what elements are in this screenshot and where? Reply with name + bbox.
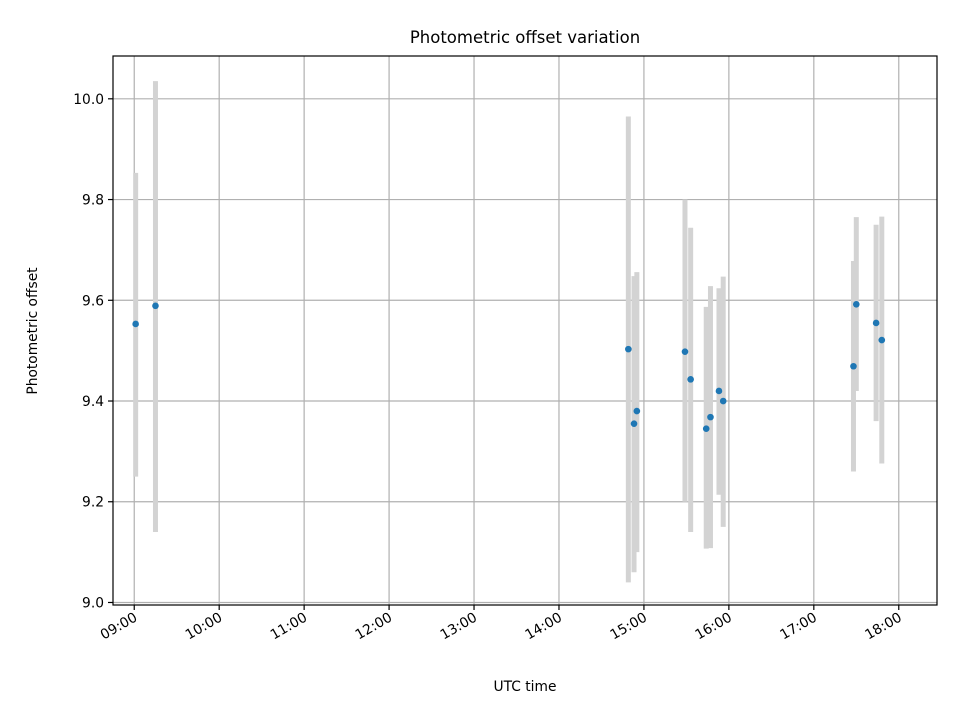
data-point xyxy=(681,348,689,355)
data-point xyxy=(132,320,139,328)
data-point xyxy=(625,345,632,353)
chart-title: Photometric offset variation xyxy=(410,28,640,47)
data-point xyxy=(687,376,694,383)
y-tick-label: 9.6 xyxy=(82,293,104,309)
plot-frame xyxy=(112,55,938,606)
y-tick-label: 9.0 xyxy=(82,595,104,611)
data-point xyxy=(707,413,714,421)
data-point xyxy=(852,301,860,308)
data-point xyxy=(872,319,880,327)
y-tick-label: 9.2 xyxy=(82,495,104,511)
data-point xyxy=(633,407,641,415)
data-point xyxy=(715,387,723,395)
data-point xyxy=(719,397,727,405)
y-tick-label: 10.0 xyxy=(73,92,104,108)
point-layer xyxy=(132,301,886,433)
grid-layer xyxy=(113,56,937,605)
y-tick-label: 9.4 xyxy=(82,394,104,410)
y-tick-label: 9.8 xyxy=(82,193,104,209)
data-point xyxy=(630,420,638,427)
x-axis-label: UTC time xyxy=(494,679,557,695)
data-point xyxy=(152,302,159,310)
data-point xyxy=(878,336,886,344)
data-point xyxy=(850,362,857,370)
y-axis-label: Photometric offset xyxy=(25,267,41,395)
data-point xyxy=(702,425,710,433)
